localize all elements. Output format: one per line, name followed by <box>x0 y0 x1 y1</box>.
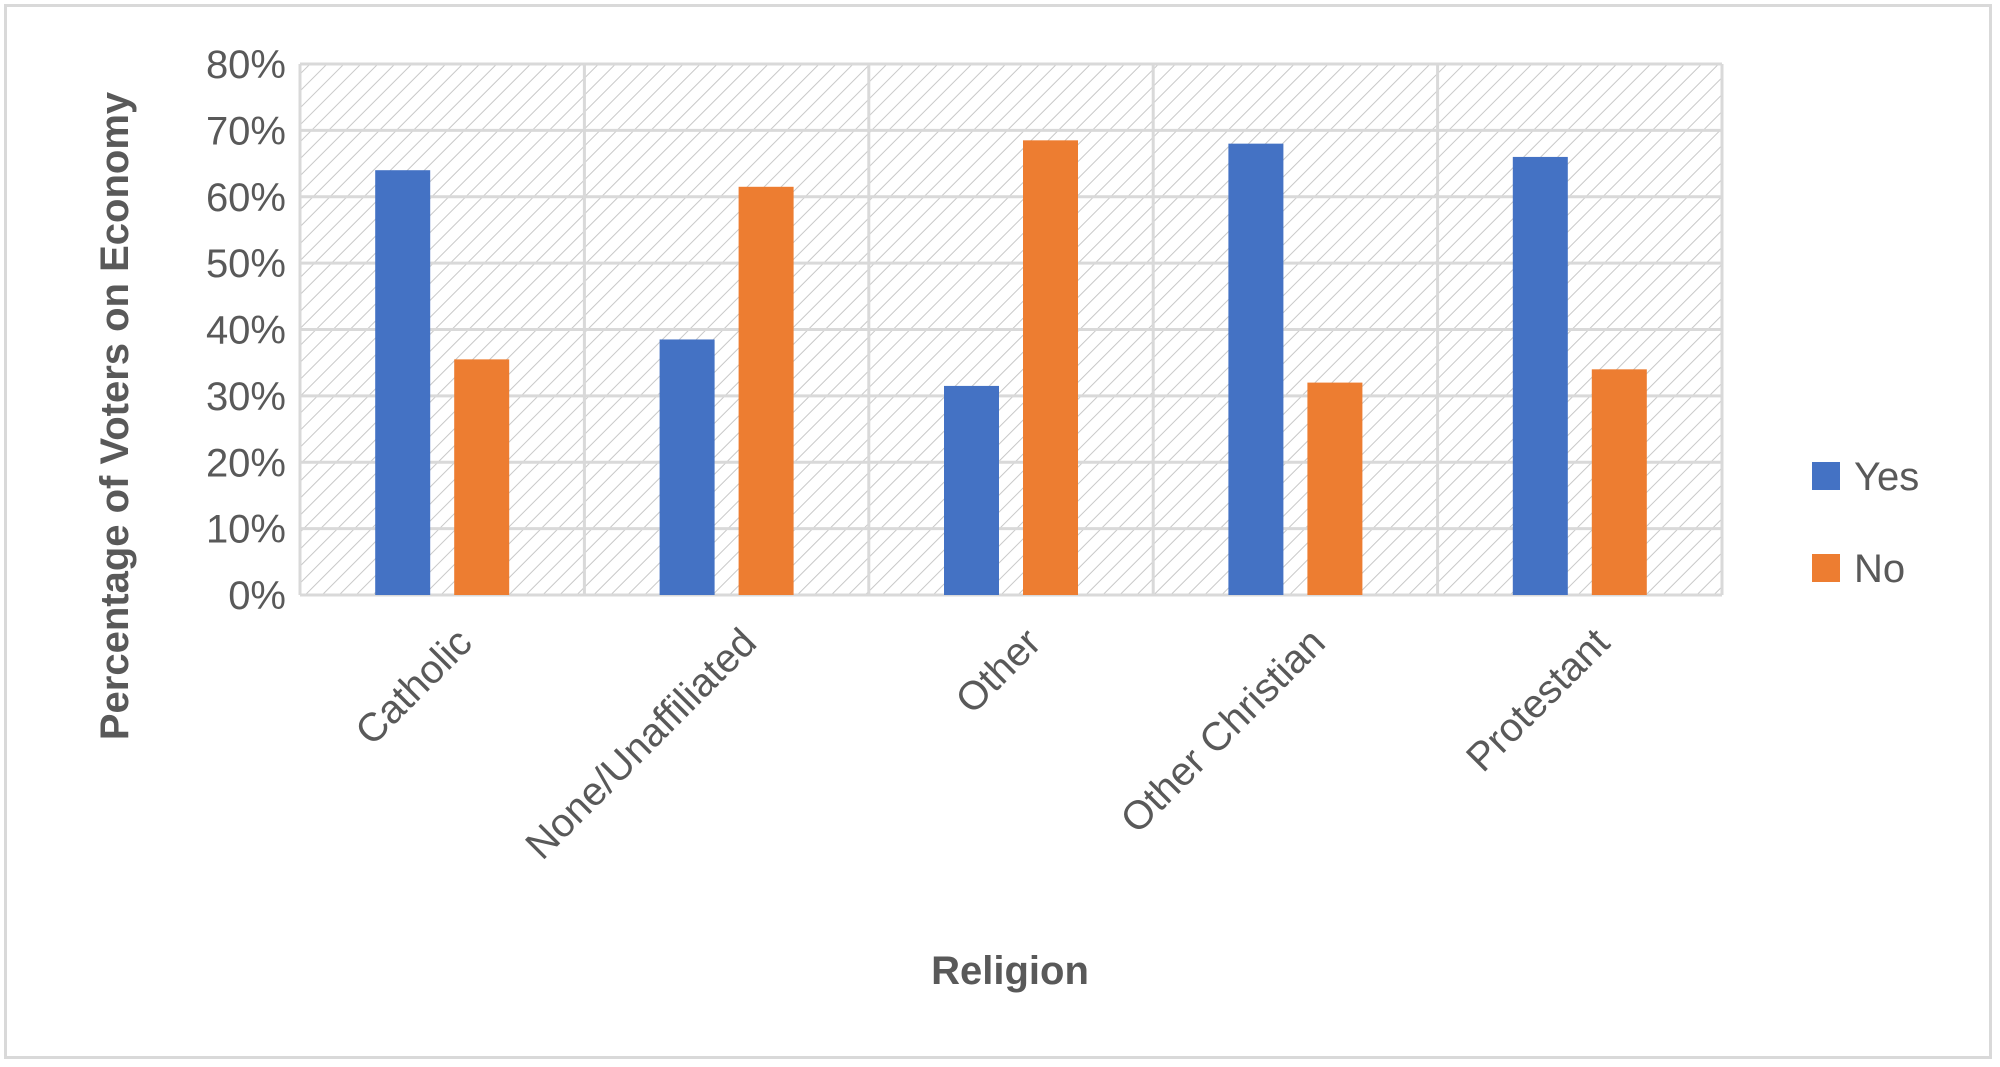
x-tick-label: Protestant <box>1458 620 1618 780</box>
x-tick-label: None/Unaffiliated <box>517 620 765 868</box>
x-axis-title: Religion <box>931 949 1089 993</box>
y-tick-label: 30% <box>206 375 286 419</box>
legend-swatch-yes <box>1812 462 1840 490</box>
y-tick-label: 0% <box>228 574 286 618</box>
bar-no-other <box>1023 140 1078 596</box>
x-tick-label: Catholic <box>347 620 480 753</box>
y-axis-title: Percentage of Voters on Economy <box>93 91 137 740</box>
y-tick-label: 60% <box>206 176 286 220</box>
legend-label-yes: Yes <box>1854 455 1919 499</box>
bars <box>375 140 1647 596</box>
bar-yes-other-christian <box>1228 143 1284 595</box>
legend-label-no: No <box>1854 547 1905 591</box>
y-tick-label: 80% <box>206 43 286 87</box>
y-tick-label: 70% <box>206 109 286 153</box>
bar-yes-catholic <box>375 170 431 595</box>
bar-yes-none-unaffiliated <box>659 339 715 595</box>
bar-no-other-christian <box>1307 382 1363 595</box>
bar-yes-other <box>944 385 999 595</box>
y-tick-label: 10% <box>206 508 286 552</box>
y-axis-tick-labels: 0% 10% 20% 30% 40% 50% 60% 70% 80% <box>206 43 286 618</box>
x-tick-label: Other <box>948 620 1050 722</box>
bar-no-catholic <box>454 359 510 595</box>
x-axis-category-labels: Catholic None/Unaffiliated Other Other Chri… <box>347 620 1618 868</box>
legend: Yes No <box>1812 455 1919 591</box>
legend-swatch-no <box>1812 554 1840 582</box>
gridlines <box>298 62 1724 597</box>
bar-yes-protestant <box>1512 156 1568 596</box>
y-tick-label: 40% <box>206 309 286 353</box>
bar-no-protestant <box>1591 369 1647 595</box>
y-tick-label: 20% <box>206 441 286 485</box>
x-tick-label: Other Christian <box>1112 620 1333 841</box>
bar-no-none-unaffiliated <box>738 186 794 595</box>
y-tick-label: 50% <box>206 242 286 286</box>
